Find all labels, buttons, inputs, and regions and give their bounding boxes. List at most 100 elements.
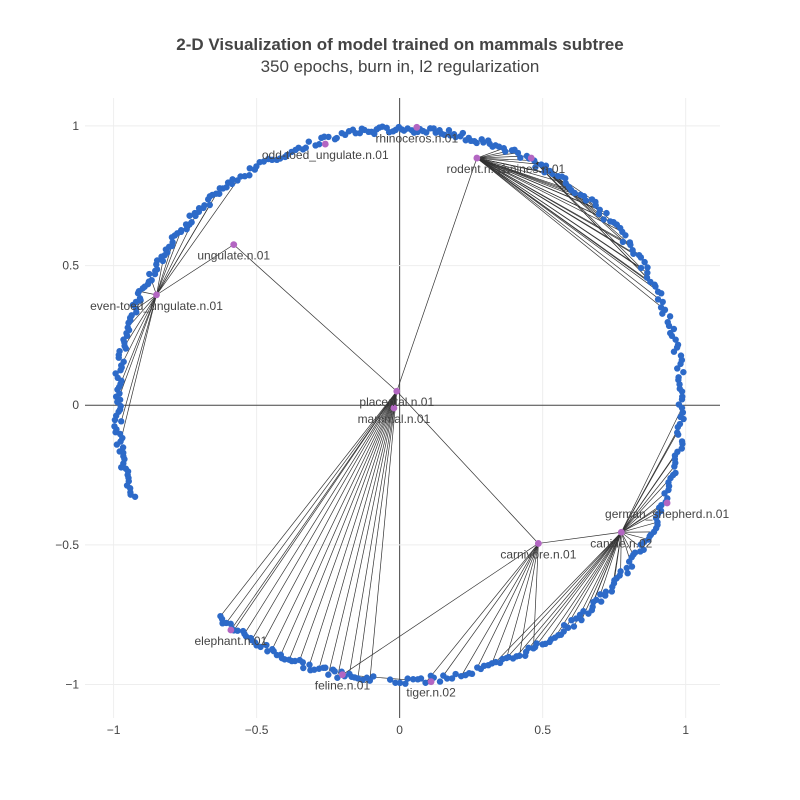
data-point (206, 201, 213, 209)
data-point (674, 341, 682, 348)
data-point (533, 640, 540, 647)
data-point (402, 680, 409, 687)
data-point (246, 165, 253, 172)
edge-line (337, 391, 398, 678)
x-tick-label: 0 (396, 723, 403, 737)
data-point (183, 225, 190, 233)
x-tick-label: 0.5 (534, 723, 551, 737)
data-point (525, 644, 532, 652)
edge-line (621, 418, 684, 533)
data-point (409, 676, 417, 683)
data-point (168, 234, 176, 241)
labeled-point (534, 540, 542, 547)
data-point (417, 675, 425, 682)
data-point (443, 675, 451, 682)
edge-line (120, 294, 157, 384)
edge-line (396, 157, 478, 392)
edge-line (443, 543, 539, 676)
data-point (448, 675, 456, 682)
edge-line (476, 157, 545, 173)
node-label: canines.n.01 (497, 162, 565, 176)
edge-line (545, 532, 622, 645)
data-point (626, 239, 634, 246)
data-point (422, 679, 429, 686)
edge-line (396, 391, 539, 544)
edge-line (563, 532, 622, 632)
node-label: elephant.n.01 (195, 634, 268, 648)
data-point (299, 659, 307, 666)
edge-line (233, 391, 398, 631)
edge-line (476, 147, 504, 159)
labeled-point (413, 123, 421, 131)
data-point (664, 318, 671, 326)
data-point (311, 666, 318, 673)
edge-line (299, 391, 398, 661)
data-point (643, 274, 651, 281)
edge-line (538, 531, 622, 544)
edge-line (476, 157, 535, 161)
data-point (631, 549, 639, 556)
data-point (234, 627, 241, 634)
data-point (654, 288, 662, 295)
edge-line (491, 543, 539, 664)
edge-line (230, 391, 398, 631)
y-tick-label: 0 (72, 398, 79, 412)
data-point (273, 156, 281, 164)
edge-line (327, 391, 398, 675)
data-point (602, 588, 610, 595)
data-point (680, 368, 687, 376)
edge-line (342, 543, 539, 676)
data-point (589, 603, 596, 611)
data-point (640, 546, 647, 553)
data-point (654, 296, 662, 303)
data-point (478, 136, 485, 143)
data-point (619, 238, 627, 246)
edge-line (621, 510, 662, 533)
chart-subtitle: 350 epochs, burn in, l2 regularization (261, 57, 540, 76)
edge-line (116, 294, 157, 403)
data-point (578, 616, 585, 624)
edge-line (425, 543, 539, 684)
data-point (500, 145, 508, 152)
data-point (125, 319, 132, 327)
edge-line (349, 391, 398, 674)
data-point (588, 196, 596, 203)
edge-line (476, 157, 642, 269)
edge-line (220, 391, 398, 617)
data-point (532, 164, 539, 171)
data-point (117, 367, 124, 374)
y-tick-label: −1 (65, 677, 79, 691)
labeled-point (227, 626, 235, 634)
data-point (331, 136, 339, 143)
data-point (251, 166, 259, 173)
data-point (647, 278, 654, 286)
edge-line (226, 391, 398, 624)
data-point (427, 125, 434, 132)
data-point (396, 679, 404, 687)
data-point (452, 670, 459, 678)
edge-line (280, 391, 398, 655)
data-point (146, 270, 153, 278)
edge-line (369, 391, 398, 681)
data-point (607, 218, 614, 225)
x-tick-label: −0.5 (245, 723, 269, 737)
edge-line (533, 543, 539, 649)
node-label: carnivore.n.01 (500, 547, 576, 561)
data-point (331, 668, 338, 675)
edge-line (476, 157, 572, 191)
edge-line (476, 157, 587, 201)
data-point (572, 615, 580, 622)
edge-line (525, 532, 622, 653)
data-point (462, 137, 469, 144)
edge-line (476, 157, 623, 233)
node-label: even-toed_ungulate.n.01 (90, 299, 223, 313)
edge-line (271, 391, 398, 650)
data-point (562, 180, 570, 187)
node-label: placental.n.01 (359, 395, 434, 409)
labeled-point (527, 154, 535, 162)
node-label: canine.n.02 (590, 536, 652, 550)
edge-line (506, 532, 622, 659)
data-point (325, 671, 332, 678)
node-label: rodent.n.01 (447, 162, 508, 176)
